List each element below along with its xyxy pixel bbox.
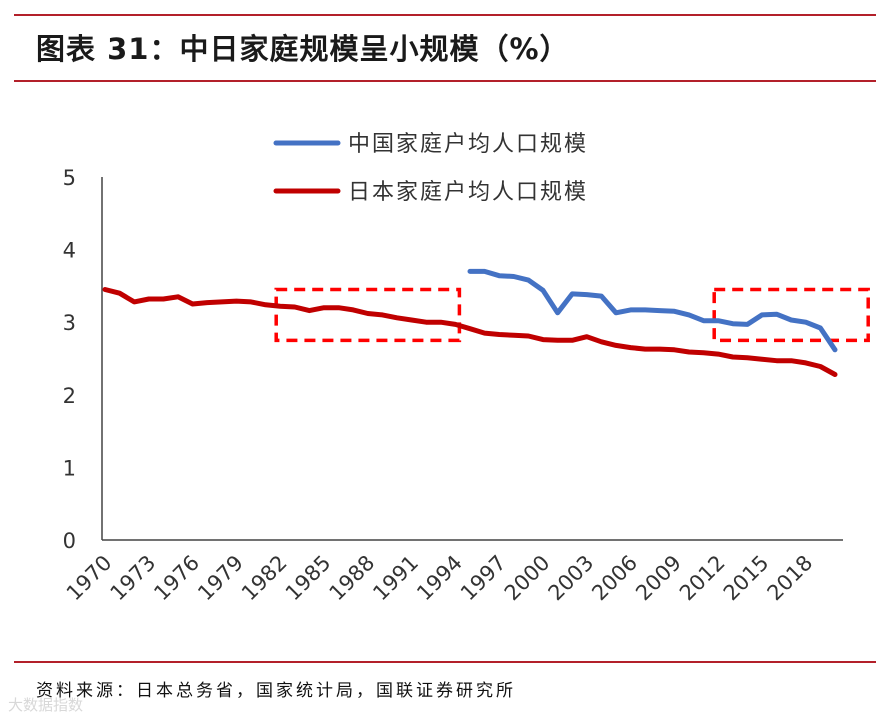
series-line (102, 287, 838, 377)
bottom-rule (14, 661, 876, 663)
x-tick-label: 2012 (675, 551, 730, 606)
x-tick-label: 1997 (456, 551, 511, 606)
x-tick-label: 1991 (368, 551, 423, 606)
page-title: 图表 31：中日家庭规模呈小规模（%） (36, 32, 570, 66)
y-tick-label: 4 (63, 239, 76, 263)
y-tick-label: 3 (63, 311, 76, 335)
x-tick-label: 1988 (325, 551, 380, 606)
x-tick-label: 2018 (763, 551, 818, 606)
highlight-box (274, 287, 462, 343)
y-tick-label: 2 (63, 384, 76, 408)
x-tick-label: 2000 (500, 551, 555, 606)
source-note: 资料来源：日本总务省，国家统计局，国联证券研究所 (36, 681, 516, 701)
x-tick-label: 1970 (62, 551, 117, 606)
top-rule (14, 14, 876, 16)
x-tick-label: 1994 (412, 551, 467, 606)
x-tick-label: 1973 (106, 551, 161, 606)
legend-label: 中国家庭户均人口规模 (348, 132, 588, 157)
y-tick-label: 5 (63, 166, 76, 190)
x-tick-label: 2015 (719, 551, 774, 606)
x-tick-label: 1979 (193, 551, 248, 606)
x-tick-label: 1985 (281, 551, 336, 606)
chart: 0123451970197319761979198219851988199119… (62, 132, 870, 605)
highlight-box (712, 287, 870, 343)
watermark: 大数据指数 (8, 696, 84, 714)
series-line (467, 268, 838, 353)
x-tick-label: 1982 (237, 551, 292, 606)
y-tick-label: 1 (63, 456, 76, 480)
title-rule (14, 80, 876, 82)
legend-label: 日本家庭户均人口规模 (348, 180, 588, 205)
x-tick-label: 1976 (149, 551, 204, 606)
series-lines (102, 268, 838, 377)
y-tick-label: 0 (63, 529, 76, 553)
x-tick-label: 2006 (587, 551, 642, 606)
annotations (274, 287, 870, 343)
axes: 0123451970197319761979198219851988199119… (62, 166, 843, 605)
x-tick-label: 2003 (544, 551, 599, 606)
x-tick-label: 2009 (631, 551, 686, 606)
